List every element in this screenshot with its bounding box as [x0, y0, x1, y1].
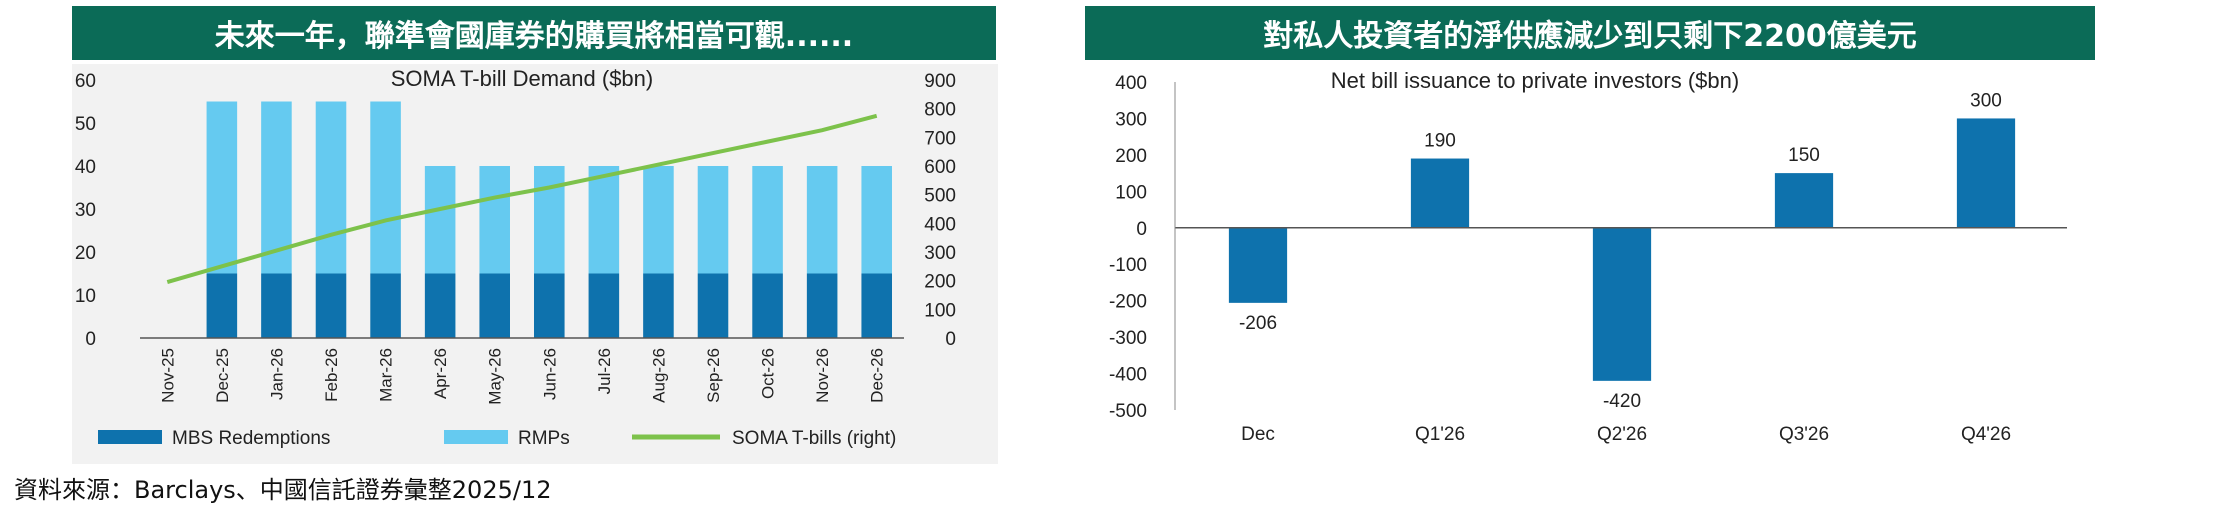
y-tick: 200 [1115, 146, 1147, 167]
legend-label-line: SOMA T-bills (right) [732, 428, 896, 449]
y-tick-right: 900 [924, 71, 956, 92]
chart-title: Net bill issuance to private investors (… [1331, 68, 1739, 93]
x-tick-label: Jul-26 [595, 348, 614, 394]
x-tick-label: Q1'26 [1415, 424, 1465, 445]
left-chart-banner: 未來一年，聯準會國庫券的購買將相當可觀...... [72, 6, 996, 60]
data-label: 300 [1970, 90, 2002, 111]
y-tick-right: 300 [924, 243, 956, 264]
y-tick-right: 800 [924, 100, 956, 121]
bar-rmps [315, 101, 347, 274]
bar-rmps [697, 166, 729, 274]
bar-mbs-redemptions [861, 273, 892, 338]
bar-net-issuance [1410, 158, 1470, 228]
legend-label-mbs: MBS Redemptions [172, 428, 330, 449]
y-tick: -500 [1109, 401, 1147, 422]
soma-tbills-line [166, 113, 878, 285]
legend-swatch-rmps [444, 430, 508, 444]
x-tick-label: May-26 [486, 348, 505, 405]
x-tick-label: Jan-26 [267, 348, 286, 400]
y-tick-right: 700 [924, 128, 956, 149]
y-tick-left: 30 [75, 200, 96, 221]
net-bill-chart: Net bill issuance to private investors (… [1109, 68, 2067, 445]
bar-rmps [424, 166, 456, 274]
x-tick-label: Jun-26 [540, 348, 559, 400]
y-tick-left: 10 [75, 286, 96, 307]
y-tick-left: 40 [75, 157, 96, 178]
bar-rmps [479, 166, 510, 274]
y-tick: -200 [1109, 292, 1147, 313]
y-tick: 0 [1136, 219, 1147, 240]
data-label: 150 [1788, 145, 1820, 166]
bar-rmps [261, 101, 292, 274]
bar-net-issuance [1228, 227, 1288, 303]
bar-mbs-redemptions [643, 273, 674, 338]
y-tick: -400 [1109, 365, 1147, 386]
x-tick-label: Feb-26 [322, 348, 341, 402]
data-label: 190 [1424, 131, 1456, 152]
y-tick-left: 20 [75, 243, 96, 264]
source-note: 資料來源：Barclays、中國信託證券彙整2025/12 [14, 476, 552, 504]
x-tick-label: Nov-25 [158, 348, 177, 403]
legend-swatch-mbs [98, 430, 162, 444]
bar-mbs-redemptions [479, 273, 510, 338]
y-tick-right: 200 [924, 272, 956, 293]
bar-mbs-redemptions [752, 273, 783, 338]
x-tick-label: Oct-26 [759, 348, 778, 399]
bar-rmps [643, 166, 674, 274]
y-tick: 300 [1115, 109, 1147, 130]
bar-rmps [206, 101, 238, 274]
x-tick-label: Nov-26 [813, 348, 832, 403]
bar-net-issuance [1774, 173, 1834, 228]
x-tick-label: Sep-26 [704, 348, 723, 403]
data-label: -420 [1603, 391, 1641, 412]
y-tick: -300 [1109, 328, 1147, 349]
y-tick-left: 50 [75, 114, 96, 135]
y-tick-right: 600 [924, 157, 956, 178]
y-tick-right: 0 [945, 329, 956, 350]
x-tick-label: Dec-26 [868, 348, 887, 403]
bar-rmps [861, 166, 892, 274]
bar-net-issuance [1592, 227, 1652, 381]
x-tick-label: Q2'26 [1597, 424, 1647, 445]
right-chart-banner: 對私人投資者的淨供應減少到只剩下2200億美元 [1085, 6, 2095, 60]
bar-rmps [370, 101, 401, 274]
bar-mbs-redemptions [370, 273, 401, 338]
y-tick-right: 100 [924, 300, 956, 321]
bar-mbs-redemptions [697, 273, 729, 338]
x-tick-label: Q3'26 [1779, 424, 1829, 445]
x-tick-label: Mar-26 [377, 348, 396, 402]
bar-rmps [806, 166, 838, 274]
y-tick-right: 500 [924, 186, 956, 207]
y-tick: -100 [1109, 255, 1147, 276]
x-tick-label: Apr-26 [431, 348, 450, 399]
y-tick-left: 60 [75, 71, 96, 92]
bar-mbs-redemptions [206, 273, 238, 338]
bar-rmps [752, 166, 783, 274]
bar-rmps [534, 166, 565, 274]
y-tick-right: 400 [924, 214, 956, 235]
soma-chart-panel: SOMA T-bill Demand ($bn) 0 10 20 30 40 50 60 0 10… [72, 64, 998, 464]
bar-mbs-redemptions [588, 273, 620, 338]
net-bill-chart-panel: Net bill issuance to private investors (… [1085, 64, 2095, 464]
x-tick-label: Q4'26 [1961, 424, 2011, 445]
bar-mbs-redemptions [534, 273, 565, 338]
legend-label-rmps: RMPs [518, 428, 570, 449]
bar-mbs-redemptions [806, 273, 838, 338]
bar-mbs-redemptions [424, 273, 456, 338]
bar-mbs-redemptions [261, 273, 292, 338]
data-label: -206 [1239, 313, 1277, 334]
chart-title: SOMA T-bill Demand ($bn) [391, 66, 653, 91]
y-tick: 100 [1115, 182, 1147, 203]
bar-net-issuance [1956, 118, 2016, 228]
y-tick-left: 0 [85, 329, 96, 350]
bar-rmps [588, 166, 620, 274]
x-tick-label: Dec [1241, 424, 1275, 445]
x-tick-label: Aug-26 [649, 348, 668, 403]
y-tick: 400 [1115, 73, 1147, 94]
x-tick-label: Dec-25 [213, 348, 232, 403]
soma-chart: SOMA T-bill Demand ($bn)0102030405060010… [75, 66, 956, 449]
bar-mbs-redemptions [315, 273, 347, 338]
